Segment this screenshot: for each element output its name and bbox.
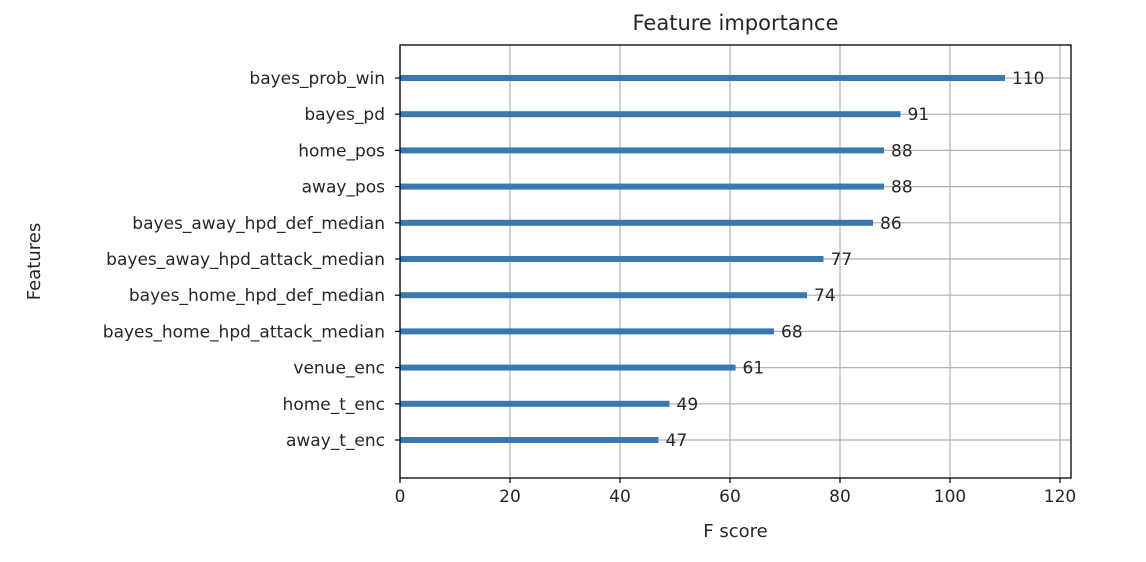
- category-label-away_t_enc: away_t_enc: [286, 431, 385, 451]
- x-axis-label: F score: [703, 521, 767, 542]
- x-tick-label-0: 0: [395, 487, 406, 507]
- value-label-bayes_home_hpd_def_median: 74: [814, 286, 836, 306]
- category-label-venue_enc: venue_enc: [293, 359, 385, 379]
- category-label-away_pos: away_pos: [302, 178, 385, 198]
- category-label-bayes_home_hpd_def_median: bayes_home_hpd_def_median: [129, 286, 385, 306]
- chart-title: Feature importance: [632, 11, 838, 35]
- bar-bayes_away_hpd_def_median: [400, 219, 873, 226]
- value-label-bayes_prob_win: 110: [1012, 69, 1044, 89]
- value-label-home_pos: 88: [891, 141, 913, 161]
- category-label-bayes_pd: bayes_pd: [304, 105, 385, 125]
- labels: 0 20 40 60 80 100 120 bayes_prob_win 110 bayes_pd…: [103, 69, 1076, 507]
- category-label-home_pos: home_pos: [298, 141, 385, 161]
- bar-away_pos: [400, 183, 884, 190]
- value-label-venue_enc: 61: [743, 359, 765, 379]
- value-label-away_t_enc: 47: [666, 431, 688, 451]
- y-axis-label: Features: [24, 223, 45, 300]
- bar-home_t_enc: [400, 400, 670, 407]
- x-tick-label-20: 20: [499, 487, 521, 507]
- x-tick-label-100: 100: [934, 487, 966, 507]
- category-label-bayes_away_hpd_attack_median: bayes_away_hpd_attack_median: [106, 250, 385, 270]
- axis-ticks: [395, 77, 1061, 483]
- value-label-home_t_enc: 49: [677, 395, 699, 415]
- bar-bayes_home_hpd_attack_median: [400, 328, 774, 335]
- x-tick-label-80: 80: [829, 487, 851, 507]
- category-label-bayes_home_hpd_attack_median: bayes_home_hpd_attack_median: [103, 322, 385, 342]
- x-tick-label-60: 60: [719, 487, 741, 507]
- plot-frame: [399, 44, 1072, 479]
- value-label-bayes_home_hpd_attack_median: 68: [781, 322, 803, 342]
- value-label-away_pos: 88: [891, 178, 913, 198]
- bar-bayes_prob_win: [400, 75, 1005, 81]
- bar-home_pos: [400, 147, 884, 154]
- bars: [400, 75, 1005, 443]
- x-tick-label-120: 120: [1044, 487, 1076, 507]
- bar-bayes_home_hpd_def_median: [400, 292, 807, 299]
- category-label-bayes_away_hpd_def_median: bayes_away_hpd_def_median: [132, 214, 385, 234]
- bar-venue_enc: [400, 364, 736, 371]
- category-label-home_t_enc: home_t_enc: [283, 395, 385, 415]
- value-label-bayes_away_hpd_attack_median: 77: [831, 250, 853, 270]
- x-tick-label-40: 40: [609, 487, 631, 507]
- category-label-bayes_prob_win: bayes_prob_win: [249, 69, 385, 89]
- bar-bayes_pd: [400, 111, 901, 118]
- bar-bayes_away_hpd_attack_median: [400, 256, 824, 262]
- bar-away_t_enc: [400, 437, 659, 443]
- value-label-bayes_pd: 91: [908, 105, 930, 125]
- value-label-bayes_away_hpd_def_median: 86: [880, 214, 902, 234]
